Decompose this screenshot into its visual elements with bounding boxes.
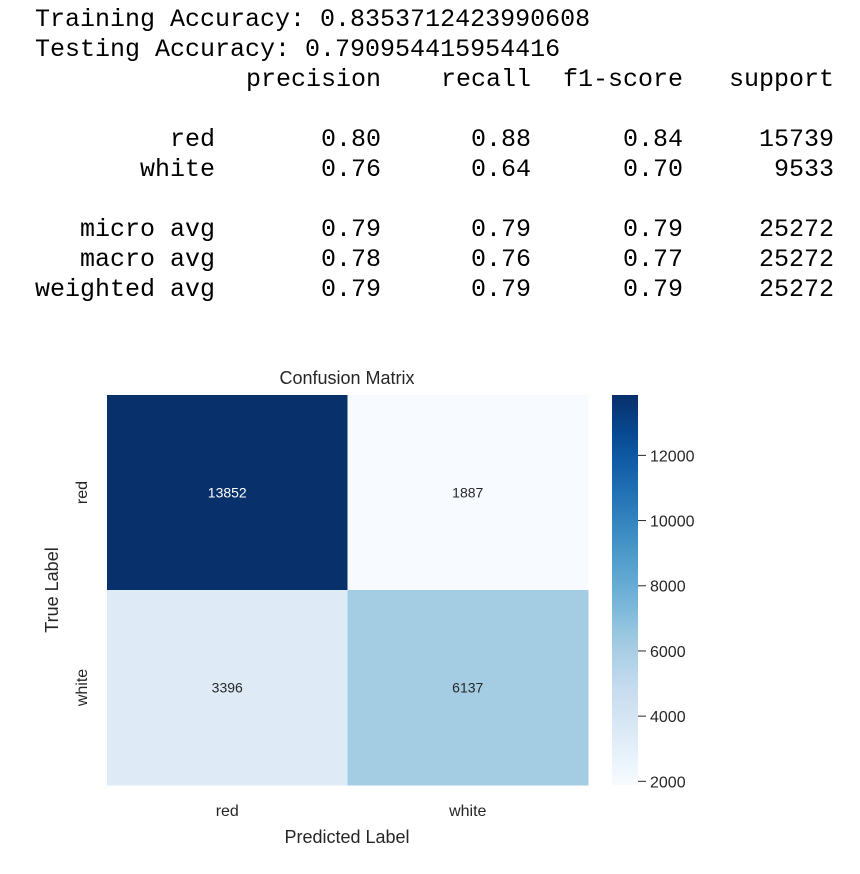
colorbar xyxy=(612,395,638,785)
report-row-label: white xyxy=(139,155,215,184)
report-cell: 0.76 xyxy=(470,245,531,274)
report-cell: 0.79 xyxy=(320,215,381,244)
cell-label: 6137 xyxy=(452,680,483,696)
cell-label: 3396 xyxy=(212,680,243,696)
heatmap-cell xyxy=(347,590,589,786)
report-cell: 25272 xyxy=(758,245,834,274)
x-tick-label: white xyxy=(448,803,486,820)
colorbar-tick-label: 10000 xyxy=(650,514,695,531)
x-tick-label: red xyxy=(216,803,239,820)
report-cell: 0.78 xyxy=(320,245,381,274)
cell-label: 1887 xyxy=(452,485,483,501)
report-row-label: red xyxy=(169,125,215,154)
report-cell: 0.79 xyxy=(320,275,381,304)
report-cell: 0.79 xyxy=(470,275,531,304)
report-cell: 25272 xyxy=(758,275,834,304)
report-cell: 0.70 xyxy=(622,155,683,184)
y-tick-label: white xyxy=(74,669,91,707)
report-row-label: weighted avg xyxy=(34,275,215,304)
heatmap-cell xyxy=(107,590,348,786)
colorbar-tick-label: 8000 xyxy=(650,579,686,596)
y-axis-label: True Label xyxy=(42,547,62,632)
heatmap-cell xyxy=(107,395,348,591)
colorbar-tick-label: 12000 xyxy=(650,448,695,465)
report-row-label: micro avg xyxy=(79,215,215,244)
output-line: Training Accuracy: 0.8353712423990608 xyxy=(35,5,591,34)
report-cell: 0.84 xyxy=(622,125,683,154)
report-cell: 0.79 xyxy=(622,275,683,304)
report-cell: 0.76 xyxy=(320,155,381,184)
report-header: support xyxy=(728,65,834,94)
report-cell: 9533 xyxy=(773,155,834,184)
y-tick-label: red xyxy=(74,481,91,504)
report-cell: 15739 xyxy=(758,125,834,154)
output-line: Testing Accuracy: 0.790954415954416 xyxy=(35,35,561,64)
report-cell: 0.64 xyxy=(470,155,531,184)
report-cell: 0.77 xyxy=(622,245,683,274)
colorbar-tick-label: 4000 xyxy=(650,709,686,726)
report-cell: 0.79 xyxy=(470,215,531,244)
heatmap-cell xyxy=(347,395,589,591)
colorbar-tick-label: 2000 xyxy=(650,774,686,791)
chart-title: Confusion Matrix xyxy=(279,368,414,388)
report-header: precision xyxy=(245,65,381,94)
cell-label: 13852 xyxy=(208,485,247,501)
report-header: recall xyxy=(440,65,531,94)
report-cell: 25272 xyxy=(758,215,834,244)
colorbar-tick-label: 6000 xyxy=(650,644,686,661)
report-row-label: macro avg xyxy=(79,245,215,274)
report-header: f1-score xyxy=(562,65,683,94)
x-axis-label: Predicted Label xyxy=(284,827,409,847)
report-cell: 0.88 xyxy=(470,125,531,154)
report-cell: 0.79 xyxy=(622,215,683,244)
report-cell: 0.80 xyxy=(320,125,381,154)
